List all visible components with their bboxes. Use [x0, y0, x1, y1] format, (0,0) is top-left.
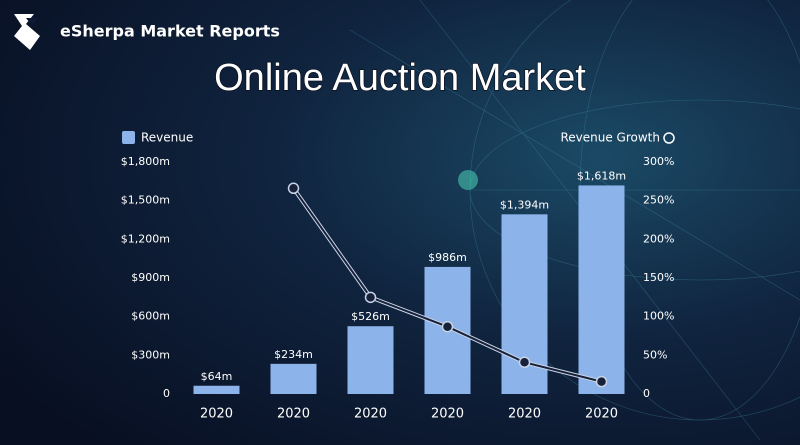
bar — [270, 363, 317, 394]
y2-tick-label: 0 — [643, 387, 650, 400]
y2-tick-label: 250% — [643, 194, 674, 207]
legend-label: Revenue Growth — [560, 131, 660, 145]
y2-tick-label: 200% — [643, 232, 674, 245]
legend-marker — [663, 132, 675, 144]
bar — [193, 385, 240, 394]
x-tick-label: 2020 — [354, 407, 387, 422]
bar — [578, 185, 625, 394]
y2-tick-label: 300% — [643, 155, 674, 168]
data-label: $234m — [274, 348, 313, 361]
legend-swatch — [122, 131, 135, 144]
line-marker — [595, 375, 608, 388]
line-marker — [518, 356, 531, 369]
data-label: $986m — [428, 251, 467, 264]
y-tick-label: $900m — [131, 271, 170, 284]
data-label: $1,618m — [577, 169, 626, 182]
line-marker — [441, 320, 454, 333]
x-tick-label: 2020 — [200, 407, 233, 422]
x-tick-label: 2020 — [585, 407, 618, 422]
x-tick-label: 2020 — [277, 407, 310, 422]
data-label: $1,394m — [500, 198, 549, 211]
y2-tick-label: 100% — [643, 310, 674, 323]
glow — [458, 170, 478, 190]
x-tick-label: 2020 — [431, 407, 464, 422]
y2-tick-label: 50% — [643, 348, 667, 361]
y-tick-label: 0 — [163, 387, 170, 400]
y-tick-label: $1,800m — [121, 155, 170, 168]
y-tick-label: $1,200m — [121, 232, 170, 245]
data-label: $64m — [201, 370, 233, 383]
line-marker — [287, 182, 300, 195]
y-tick-label: $600m — [131, 310, 170, 323]
line-marker — [364, 291, 377, 304]
data-label: $526m — [351, 310, 390, 323]
legend-label: Revenue — [141, 131, 193, 145]
bar — [347, 326, 394, 394]
logo — [14, 14, 40, 50]
y-tick-label: $300m — [131, 348, 170, 361]
chart-title: Online Auction Market — [214, 57, 586, 99]
y-tick-label: $1,500m — [121, 194, 170, 207]
y2-tick-label: 150% — [643, 271, 674, 284]
brand: eSherpa Market Reports — [60, 22, 280, 41]
x-tick-label: 2020 — [508, 407, 541, 422]
